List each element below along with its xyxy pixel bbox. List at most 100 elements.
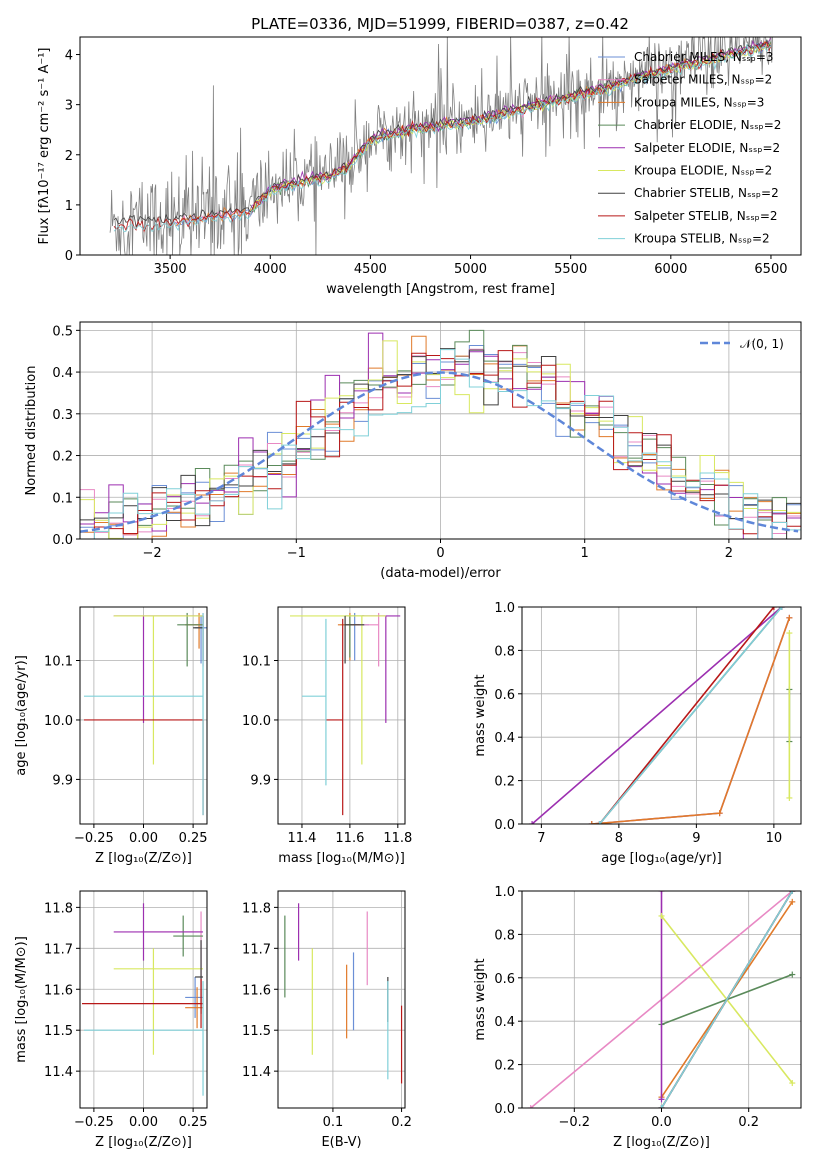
spectrum-legend: Chabrier MILES, Nₛₛₚ=3 Salpeter MILES, Nₛ… <box>598 50 781 246</box>
weight-line-4 <box>531 607 783 824</box>
legend-label-3: Chabrier ELODIE, Nₛₛₚ=2 <box>634 118 781 132</box>
x-tick-label: 4000 <box>254 262 287 277</box>
x-tick-label: 0.25 <box>179 1115 208 1130</box>
errorbar-point-4 <box>113 903 204 961</box>
mass-vs-EBV-xlabel: E(B-V) <box>321 1135 361 1150</box>
y-tick-label: 10.0 <box>242 714 271 729</box>
y-tick-label: 0.2 <box>52 450 73 465</box>
y-tick-label: 0.0 <box>494 818 515 833</box>
y-tick-label: 11.4 <box>44 1065 73 1080</box>
mass-weight-vs-Z-xlabel: Z [log₁₀(Z/Z⊙)] <box>613 1135 710 1150</box>
legend-label-8: Kroupa STELIB, Nₛₛₚ=2 <box>634 232 770 246</box>
y-tick-label: 0.5 <box>52 324 73 339</box>
spectrum-ylabel: Flux [fλ10⁻¹⁷ erg cm⁻² s⁻¹ A⁻¹] <box>37 48 52 245</box>
legend-label-1: Salpeter MILES, Nₛₛₚ=2 <box>634 73 772 87</box>
x-tick-label: −0.25 <box>74 831 114 846</box>
errorbar-point-5 <box>113 948 204 1055</box>
legend-label-0: Chabrier MILES, Nₛₛₚ=3 <box>634 50 774 64</box>
age-vs-mass-panel: 11.4 11.6 11.8 9.9 10.0 10.1 mass [log₁₀(M/M⊙)… <box>242 606 412 866</box>
y-tick-label: 1 <box>65 199 73 214</box>
errorbar-point-3 <box>177 612 204 667</box>
errorbar-point-2 <box>337 612 360 661</box>
x-tick-label: 0.0 <box>651 1115 672 1130</box>
x-tick-label: 5000 <box>454 262 487 277</box>
x-tick-label: −2 <box>143 546 162 561</box>
errorbar-point-2 <box>185 987 204 1029</box>
y-tick-label: 0.2 <box>494 775 515 790</box>
weight-line-8 <box>660 891 793 1108</box>
x-tick-label: 11.4 <box>287 831 316 846</box>
mass-weight-vs-Z-panel: −0.2 0.0 0.2 0.0 0.2 0.4 0.6 0.8 1.0 Z [log₁₀(Z/Z… <box>473 885 802 1150</box>
age-vs-Z-ylabel: age [log₁₀(age/yr)] <box>14 655 29 776</box>
x-tick-label: 4500 <box>354 262 387 277</box>
errorbar-point-0 <box>195 615 207 664</box>
y-tick-label: 0.4 <box>52 366 73 381</box>
mass-weight-vs-age-ylabel: mass weight <box>473 674 488 756</box>
age-vs-mass-plot-area <box>289 612 401 816</box>
y-tick-label: 0.8 <box>494 644 515 659</box>
y-tick-label: 0.3 <box>52 408 73 423</box>
y-tick-label: 9.9 <box>250 773 271 788</box>
y-tick-label: 11.6 <box>44 983 73 998</box>
legend-label-2: Kroupa MILES, Nₛₛₚ=3 <box>634 95 764 109</box>
legend-label-7: Salpeter STELIB, Nₛₛₚ=2 <box>634 209 778 223</box>
x-tick-label: 0.2 <box>391 1115 412 1130</box>
errorbar-point-3 <box>173 915 204 957</box>
normal-reference-curve <box>80 371 799 533</box>
weight-line-2 <box>591 617 791 824</box>
x-tick-label: 0.00 <box>129 1115 158 1130</box>
mass-weight-vs-age-xlabel: age [log₁₀(age/yr)] <box>601 851 722 866</box>
model-spectrum-line-6 <box>113 39 772 229</box>
mass-vs-Z-plot-area <box>81 903 204 1096</box>
y-tick-label: 0.6 <box>494 972 515 987</box>
errorbar-point-1 <box>141 911 202 1006</box>
weight-line-0 <box>591 617 791 824</box>
y-tick-label: 11.6 <box>242 983 271 998</box>
y-tick-label: 0.2 <box>494 1059 515 1074</box>
residuals-plot-area <box>80 329 801 539</box>
x-tick-label: 11.8 <box>383 831 412 846</box>
x-tick-label: 9 <box>692 831 700 846</box>
x-tick-label: 1 <box>581 546 589 561</box>
errorbar-point-4 <box>361 615 401 723</box>
y-tick-label: 9.9 <box>52 773 73 788</box>
residuals-panel: −2 −1 0 1 2 0.0 0.1 0.2 0.3 0.4 0.5 (data-model)/er… <box>24 321 802 581</box>
y-tick-label: 11.8 <box>44 901 73 916</box>
x-tick-label: 6500 <box>754 262 787 277</box>
y-tick-label: 4 <box>65 49 73 64</box>
x-tick-label: 8 <box>615 831 623 846</box>
y-tick-label: 11.7 <box>242 942 271 957</box>
errorbar-point-8 <box>301 618 327 786</box>
x-tick-label: 5500 <box>554 262 587 277</box>
observed-spectrum-line <box>109 37 773 255</box>
model-spectrum-line-7 <box>113 42 772 233</box>
x-tick-label: 0.2 <box>738 1115 759 1130</box>
legend-label-5: Kroupa ELODIE, Nₛₛₚ=2 <box>634 164 772 178</box>
x-tick-label: 3500 <box>154 262 187 277</box>
legend-label-6: Chabrier STELIB, Nₛₛₚ=2 <box>634 186 779 200</box>
y-tick-label: 10.1 <box>44 655 73 670</box>
age-vs-Z-xlabel: Z [log₁₀(Z/Z⊙)] <box>95 851 192 866</box>
x-tick-label: −0.25 <box>74 1115 114 1130</box>
y-tick-label: 3 <box>65 99 73 114</box>
weight-line-1 <box>591 617 791 824</box>
residual-histogram-8 <box>80 349 801 539</box>
weight-line-8 <box>598 607 783 824</box>
mass-weight-vs-age-plot-area <box>529 607 793 824</box>
age-vs-mass-xlabel: mass [log₁₀(M/M⊙)] <box>278 851 405 866</box>
errorbar-point-4 <box>113 615 204 723</box>
spectrum-frame <box>79 36 802 256</box>
errorbar-point-7 <box>325 618 344 816</box>
errorbar-point-8 <box>83 612 204 816</box>
y-tick-label: 0.0 <box>52 533 73 548</box>
reference-legend-label: 𝒩(0, 1) <box>740 337 784 351</box>
y-tick-label: 11.8 <box>242 901 271 916</box>
errorbar-point-0 <box>185 976 204 1018</box>
y-tick-label: 0.6 <box>494 688 515 703</box>
errorbar-point-2 <box>185 612 204 649</box>
mass-vs-Z-xlabel: Z [log₁₀(Z/Z⊙)] <box>95 1135 192 1150</box>
mass-weight-vs-age-frame <box>521 606 802 825</box>
mass-weight-vs-age-panel: 7 8 9 10 0.0 0.2 0.4 0.6 0.8 1.0 age [log₁₀(age/yr… <box>473 601 802 866</box>
x-tick-label: 10 <box>766 831 783 846</box>
